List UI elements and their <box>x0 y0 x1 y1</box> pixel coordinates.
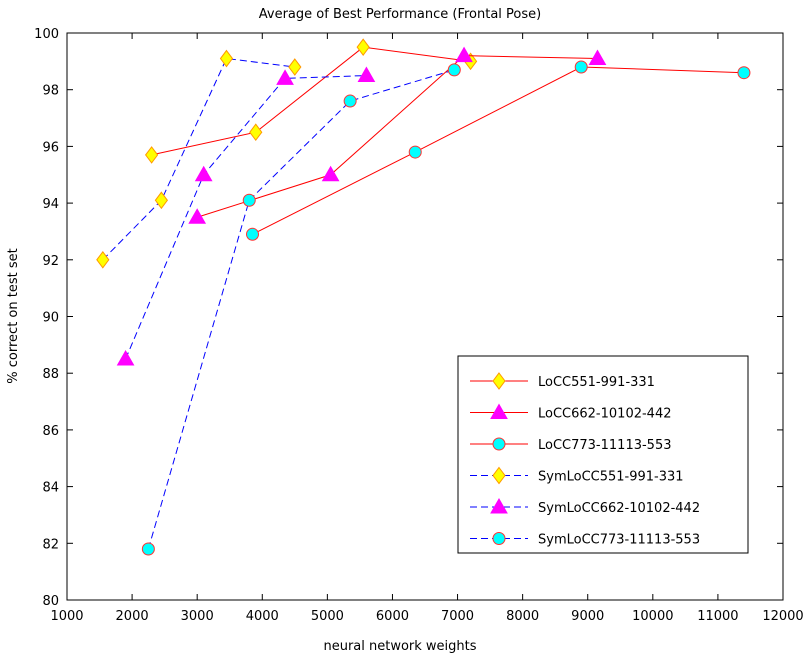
legend-label: LoCC551-991-331 <box>538 375 655 390</box>
data-point <box>242 193 256 207</box>
legend-marker <box>492 437 506 451</box>
y-tick-label: 98 <box>42 84 59 99</box>
legend-marker <box>492 532 506 545</box>
y-axis-label: % correct on test set <box>6 248 21 383</box>
x-tick-label: 8000 <box>506 609 539 624</box>
x-tick-label: 1000 <box>50 609 83 624</box>
legend-marker <box>492 466 506 485</box>
data-point <box>144 146 159 164</box>
data-point <box>276 69 294 85</box>
legend-label: LoCC773-11113-553 <box>538 438 672 453</box>
y-tick-label: 94 <box>42 197 59 212</box>
data-point <box>246 227 260 241</box>
data-point <box>249 123 263 142</box>
y-tick-label: 88 <box>42 367 59 382</box>
legend-box <box>457 355 749 554</box>
data-point <box>96 250 110 269</box>
data-point <box>343 94 357 108</box>
data-point <box>194 165 213 182</box>
legend-label: SymLoCC773-11113-553 <box>538 533 700 548</box>
x-tick-label: 11000 <box>697 609 738 624</box>
legend-label: SymLoCC551-991-331 <box>538 470 684 485</box>
y-tick-label: 82 <box>42 537 59 552</box>
series-line-5 <box>125 75 367 360</box>
y-tick-label: 90 <box>42 311 59 326</box>
data-point <box>574 60 588 74</box>
x-tick-label: 4000 <box>246 609 279 624</box>
data-point <box>116 350 135 366</box>
data-point <box>141 542 155 556</box>
series-line-3 <box>252 66 744 235</box>
x-tick-label: 2000 <box>116 609 149 624</box>
data-point <box>154 191 169 210</box>
legend-label: SymLoCC662-10102-442 <box>538 501 700 516</box>
x-tick-label: 10000 <box>632 609 673 624</box>
x-tick-label: 3000 <box>181 609 214 624</box>
legend-marker <box>490 403 508 419</box>
data-point <box>408 145 422 159</box>
x-tick-label: 5000 <box>311 609 344 624</box>
data-point <box>188 208 207 224</box>
data-point <box>447 63 461 77</box>
series-line-1 <box>151 46 471 156</box>
y-tick-label: 92 <box>42 254 59 269</box>
legend-label: LoCC662-10102-442 <box>538 407 672 422</box>
legend-marker <box>492 372 506 390</box>
series-line-2 <box>197 55 598 218</box>
legend-marker <box>490 497 508 514</box>
x-axis-label: neural network weights <box>323 639 476 654</box>
y-tick-label: 80 <box>42 594 59 609</box>
data-point <box>321 165 340 182</box>
x-tick-label: 12000 <box>762 609 803 624</box>
y-tick-label: 86 <box>42 424 59 439</box>
x-tick-label: 7000 <box>441 609 474 624</box>
data-point <box>588 49 607 66</box>
data-point <box>455 46 473 63</box>
data-point <box>288 58 302 76</box>
plot-area: 1000 2000 3000 4000 5000 6000 7000 8000 9000 1000… <box>34 27 804 624</box>
x-tick-label: 9000 <box>571 609 604 624</box>
data-point <box>219 49 234 68</box>
data-point <box>356 38 370 57</box>
chart-title: Average of Best Performance (Frontal Pos… <box>259 7 541 22</box>
data-point <box>357 66 376 83</box>
data-point <box>737 66 751 80</box>
series-line-6 <box>147 69 455 550</box>
y-tick-label: 84 <box>42 481 59 496</box>
y-tick-label: 100 <box>34 27 59 42</box>
y-tick-label: 96 <box>42 140 59 155</box>
legend: LoCC551-991-331 LoCC662-10102-442 LoCC773-… <box>457 355 749 554</box>
x-tick-label: 6000 <box>376 609 409 624</box>
